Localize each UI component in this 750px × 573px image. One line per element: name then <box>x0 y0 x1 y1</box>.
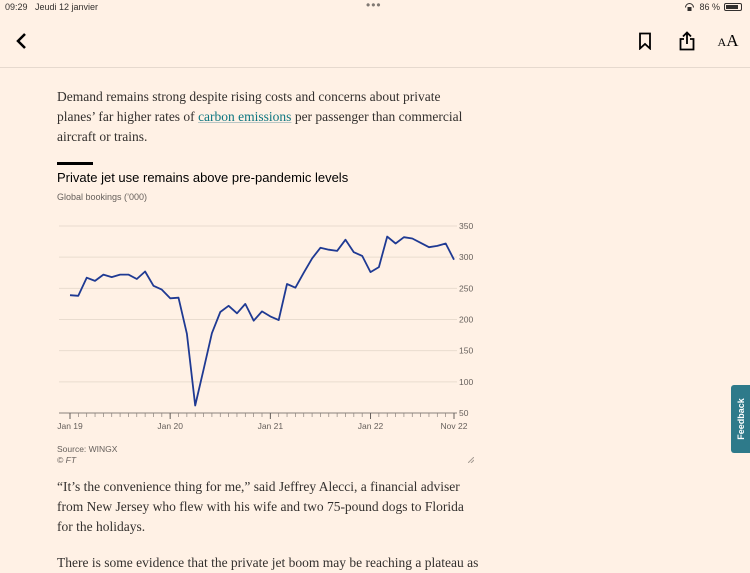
bookmark-button[interactable] <box>631 27 659 55</box>
status-date: Jeudi 12 janvier <box>35 2 98 12</box>
status-time: 09:29 <box>5 2 28 12</box>
x-tick-label: Nov 22 <box>441 421 468 431</box>
y-tick-label: 300 <box>459 252 473 262</box>
status-bar: 09:29 Jeudi 12 janvier ••• 86 % <box>0 0 750 16</box>
feedback-button[interactable]: Feedback <box>731 385 750 453</box>
share-icon <box>678 31 696 51</box>
article-toolbar: AA <box>0 17 750 68</box>
chart-accent-rule <box>57 162 93 165</box>
y-tick-label: 150 <box>459 346 473 356</box>
article-paragraph-3: There is some evidence that the private … <box>57 553 477 573</box>
x-tick-label: Jan 21 <box>258 421 284 431</box>
y-tick-label: 250 <box>459 283 473 293</box>
paragraph-text: There is some evidence that the private … <box>57 553 477 573</box>
chevron-left-icon <box>14 32 28 50</box>
x-tick-label: Jan 20 <box>157 421 183 431</box>
lock-rotation-icon <box>684 3 695 12</box>
series-line-global-bookings <box>70 237 454 406</box>
chart-title: Private jet use remains above pre-pandem… <box>57 170 348 185</box>
chart-copyright: © FT <box>57 455 76 465</box>
y-tick-label: 50 <box>459 408 469 418</box>
resize-handle-icon <box>468 457 474 463</box>
paragraph-text: “It’s the convenience thing for me,” sai… <box>57 477 477 537</box>
battery-percent: 86 % <box>699 2 720 12</box>
multitasking-dots-icon[interactable]: ••• <box>366 0 382 12</box>
y-tick-label: 200 <box>459 315 473 325</box>
back-button[interactable] <box>7 27 35 55</box>
y-tick-label: 350 <box>459 221 473 231</box>
y-tick-label: 100 <box>459 377 473 387</box>
article-paragraph-1: Demand remains strong despite rising cos… <box>57 87 477 147</box>
feedback-label: Feedback <box>736 398 746 440</box>
text-size-button[interactable]: AA <box>714 27 742 55</box>
bookmark-icon <box>638 32 652 50</box>
x-tick-label: Jan 19 <box>57 421 83 431</box>
chart-subtitle: Global bookings (’000) <box>57 192 147 202</box>
carbon-emissions-link[interactable]: carbon emissions <box>198 109 291 124</box>
share-button[interactable] <box>673 27 701 55</box>
article-paragraph-2: “It’s the convenience thing for me,” sai… <box>57 477 477 537</box>
chart-source: Source: WINGX <box>57 444 117 454</box>
x-tick-label: Jan 22 <box>358 421 384 431</box>
line-chart: 50 100 150 200 250 300 350 Jan 19 Jan 20 Jan 21 Ja… <box>57 210 487 440</box>
battery-icon <box>724 3 742 11</box>
text-size-label: AA <box>718 31 739 51</box>
